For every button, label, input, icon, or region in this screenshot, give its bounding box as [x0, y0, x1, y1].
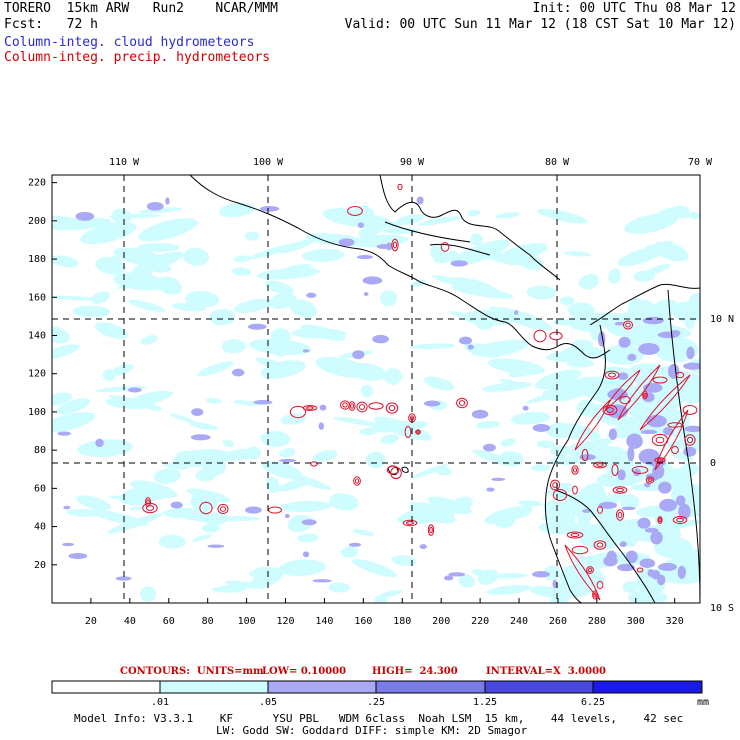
y-tick-label: 200 — [28, 216, 46, 227]
colorbar-segment — [376, 681, 485, 693]
model-info-line2: LW: Godd SW: Goddard DIFF: simple KM: 2D… — [216, 724, 528, 737]
lon-label-70w: 70 W — [688, 157, 713, 168]
contour-high: HIGH= 24.300 — [372, 666, 458, 677]
map-panel: 110 W 100 W 90 W 80 W 70 W 2202001801601… — [28, 157, 734, 627]
precip-contours — [142, 183, 698, 601]
valid-time: Valid: 00 UTC Sun 11 Mar 12 (18 CST Sat … — [344, 17, 736, 32]
y-tick-label: 80 — [34, 445, 46, 456]
colorbar-label: .01 — [151, 697, 169, 708]
x-tick-label: 200 — [432, 616, 450, 627]
lat-label-10n: 10 N — [710, 314, 734, 325]
y-tick-label: 220 — [28, 178, 46, 189]
y-tick-label: 180 — [28, 254, 46, 265]
x-tick-label: 40 — [124, 616, 136, 627]
y-tick-label: 40 — [34, 522, 46, 533]
y-tick-label: 120 — [28, 369, 46, 380]
colorbar-label: .25 — [367, 697, 385, 708]
x-tick-label: 20 — [85, 616, 97, 627]
lon-label-80w: 80 W — [545, 157, 570, 168]
x-axis: 20 40 60 80 100 120 140 160 180 200 220 240 260 280 30… — [85, 598, 684, 627]
colorbar-label: 6.25 — [581, 697, 605, 708]
x-tick-label: 180 — [393, 616, 411, 627]
cloud-shading — [52, 175, 700, 603]
forecast-hour: Fcst: 72 h — [4, 17, 98, 32]
y-tick-label: 160 — [28, 292, 46, 303]
field-precip-label: Column-integ. precip. hydrometeors — [4, 50, 271, 65]
colorbar-segment — [52, 681, 160, 693]
model-info-line1: Model Info: V3.3.1 KF YSU PBL WDM 6class… — [74, 712, 684, 725]
colorbar-label: 1.25 — [473, 697, 497, 708]
colorbar-segment — [485, 681, 593, 693]
x-tick-label: 280 — [588, 616, 606, 627]
colorbar-segment — [268, 681, 376, 693]
y-axis: 220 200 180 160 140 120 100 80 60 40 20 — [28, 178, 57, 571]
run-title: TORERO 15km ARW Run2 NCAR/MMM — [4, 1, 278, 16]
plot-frame — [51, 174, 701, 604]
lon-label-100w: 100 W — [253, 157, 284, 168]
colorbar-units: mm — [697, 697, 709, 708]
y-tick-label: 100 — [28, 407, 46, 418]
x-tick-label: 320 — [666, 616, 684, 627]
lat-label-10s: 10 S — [710, 603, 734, 614]
x-tick-label: 300 — [627, 616, 645, 627]
contour-units: CONTOURS: UNITS=mm — [120, 666, 264, 677]
graticule — [52, 175, 700, 603]
x-tick-label: 80 — [202, 616, 214, 627]
lat-label-0: 0 — [710, 458, 716, 469]
field-cloud-label: Column-integ. cloud hydrometeors — [4, 35, 255, 50]
init-time: Init: 00 UTC Thu 08 Mar 12 — [532, 1, 737, 16]
y-tick-label: 20 — [34, 560, 46, 571]
y-tick-label: 60 — [34, 483, 46, 494]
x-tick-label: 140 — [315, 616, 333, 627]
colorbar-segment — [160, 681, 268, 693]
y-tick-label: 140 — [28, 331, 46, 342]
colorbar-segment — [593, 681, 702, 693]
x-tick-label: 260 — [549, 616, 567, 627]
contour-interval: INTERVAL=X 3.0000 — [486, 666, 606, 677]
x-tick-label: 160 — [354, 616, 372, 627]
lon-label-90w: 90 W — [400, 157, 425, 168]
x-tick-label: 220 — [471, 616, 489, 627]
x-tick-label: 240 — [510, 616, 528, 627]
x-tick-label: 120 — [276, 616, 294, 627]
colorbar: .01 .05 .25 1.25 6.25 mm — [51, 680, 709, 708]
contour-low: LOW= 0.10000 — [262, 666, 347, 677]
x-tick-label: 100 — [238, 616, 256, 627]
colorbar-label: .05 — [259, 697, 277, 708]
x-tick-label: 60 — [163, 616, 175, 627]
lon-label-110w: 110 W — [109, 157, 140, 168]
